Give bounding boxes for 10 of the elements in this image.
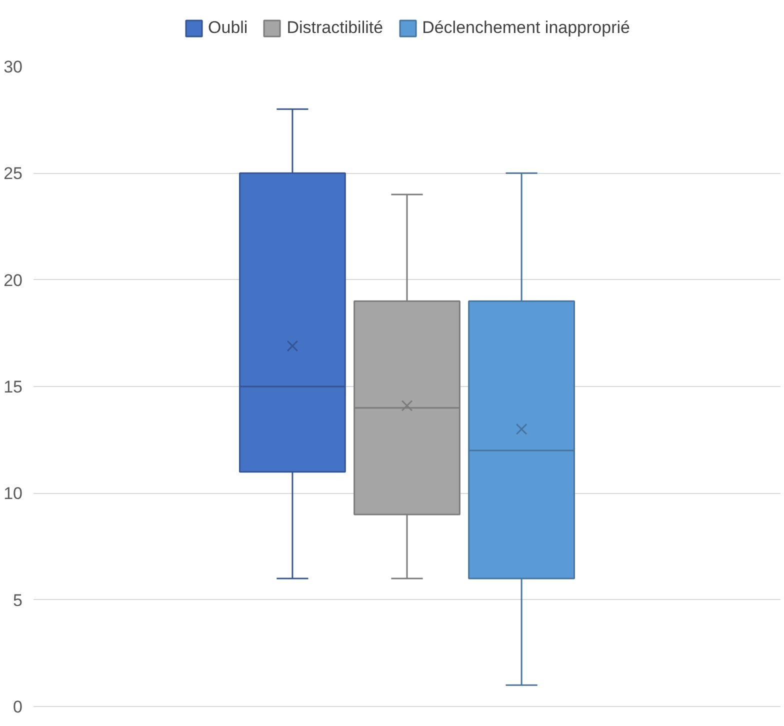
y-tick-label: 0 [13,698,23,716]
y-tick-label: 30 [4,58,23,76]
legend-label: Distractibilité [286,18,384,38]
y-tick-label: 25 [4,164,23,184]
y-tick-label: 10 [4,484,23,504]
legend-label: Déclenchement inapproprié [422,18,630,38]
legend-label: Oubli [208,18,248,38]
y-tick-label: 20 [4,270,23,290]
y-tick-label: 5 [13,590,23,610]
y-tick-label: 15 [4,378,23,396]
